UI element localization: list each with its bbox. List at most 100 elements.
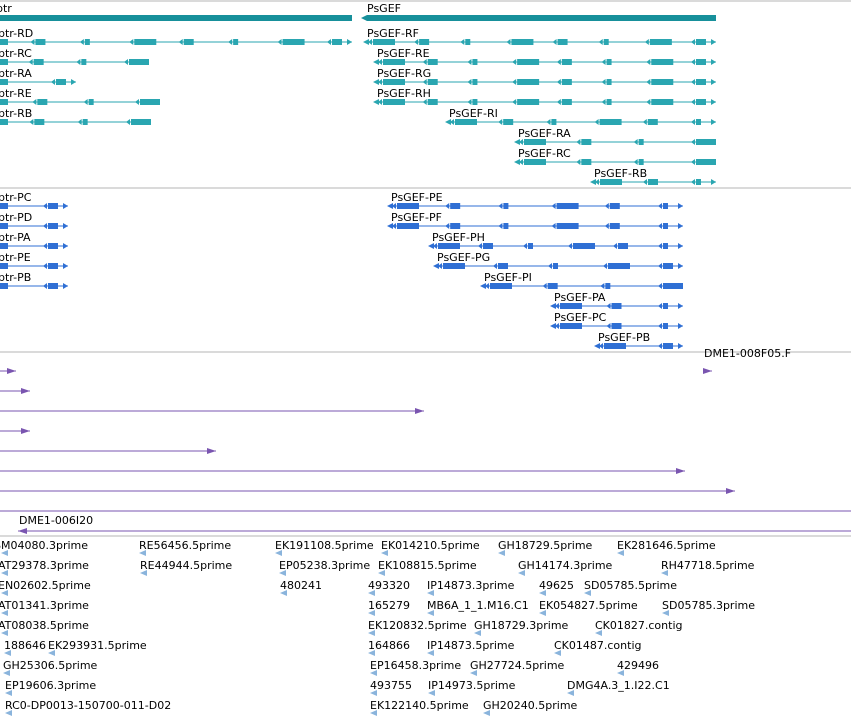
est-label[interactable]: 493320	[368, 579, 410, 592]
protein-exon	[503, 223, 509, 229]
transcript-label[interactable]: PsGEF-RE	[377, 47, 430, 60]
protein-chevron	[599, 343, 603, 349]
est-label[interactable]: 165279	[368, 599, 410, 612]
transcript-label[interactable]: ptr-RE	[0, 87, 32, 100]
clone-arrow	[21, 428, 30, 434]
est-label[interactable]: CK01487.contig	[554, 639, 641, 652]
transcript-label[interactable]: ptr-RD	[0, 27, 33, 40]
est-label[interactable]: GH20240.5prime	[483, 699, 578, 712]
est-label[interactable]: GH18729.5prime	[498, 539, 593, 552]
transcript-label[interactable]: PsGEF-RA	[518, 127, 571, 140]
protein-label[interactable]: ptr-PA	[0, 231, 31, 244]
est-label[interactable]: EK281646.5prime	[617, 539, 716, 552]
est-label[interactable]: SD05785.3prime	[662, 599, 755, 612]
protein-label[interactable]: PsGEF-PC	[554, 311, 607, 324]
clone-label[interactable]: DME1-008F05.F	[704, 347, 791, 360]
est-arrow	[1, 550, 8, 556]
est-label[interactable]: EK014210.5prime	[381, 539, 480, 552]
est-label[interactable]: EK108815.5prime	[378, 559, 477, 572]
transcript-exon	[183, 39, 194, 45]
protein-label[interactable]: PsGEF-PA	[554, 291, 606, 304]
est-label[interactable]: EN02602.5prime	[0, 579, 91, 592]
transcript-label[interactable]: PsGEF-RC	[518, 147, 571, 160]
est-arrow	[584, 590, 591, 596]
protein-label[interactable]: ptr-PE	[0, 251, 31, 264]
protein-exon	[547, 283, 558, 289]
protein-label[interactable]: ptr-PB	[0, 271, 31, 284]
transcript-label[interactable]: PsGEF-RG	[377, 67, 431, 80]
transcript-exon	[551, 119, 557, 125]
protein-start	[550, 303, 556, 309]
protein-chevron	[658, 323, 662, 329]
est-label[interactable]: DMG4A.3_1.I22.C1	[567, 679, 670, 692]
est-label[interactable]: 429496	[617, 659, 659, 672]
est-label[interactable]: CK01827.contig	[595, 619, 682, 632]
est-label[interactable]: 493755	[370, 679, 412, 692]
protein-label[interactable]: PsGEF-PE	[391, 191, 443, 204]
transcript-exon	[561, 79, 572, 85]
protein-chevron	[613, 243, 617, 249]
est-label[interactable]: GH18729.3prime	[474, 619, 569, 632]
est-label[interactable]: MB6A_1_1.M16.C1	[427, 599, 529, 612]
est-label[interactable]: RE44944.5prime	[140, 559, 232, 572]
protein-label[interactable]: PsGEF-PB	[598, 331, 650, 344]
est-label[interactable]: GH14174.3prime	[518, 559, 613, 572]
transcript-label[interactable]: PsGEF-RF	[367, 27, 419, 40]
est-label[interactable]: GH25306.5prime	[3, 659, 98, 672]
est-label[interactable]: RH47718.5prime	[661, 559, 755, 572]
protein-label[interactable]: PsGEF-PI	[484, 271, 532, 284]
est-label[interactable]: 164866	[368, 639, 410, 652]
gene-label[interactable]: ptr	[0, 2, 12, 15]
gene-bar[interactable]	[0, 15, 352, 21]
est-label[interactable]: AT29378.3prime	[0, 559, 89, 572]
est-label[interactable]: IP14873.5prime	[427, 639, 515, 652]
transcript-label[interactable]: PsGEF-RI	[449, 107, 498, 120]
transcript-chevron	[576, 139, 581, 145]
est-label[interactable]: EP19606.3prime	[5, 679, 96, 692]
est-label[interactable]: AT08038.5prime	[0, 619, 89, 632]
protein-exon	[490, 283, 512, 289]
est-label[interactable]: RE56456.5prime	[139, 539, 231, 552]
protein-label[interactable]: ptr-PD	[0, 211, 32, 224]
est-label[interactable]: IP14873.3prime	[427, 579, 515, 592]
gene-label[interactable]: PsGEF	[367, 2, 401, 15]
protein-label[interactable]: PsGEF-PG	[437, 251, 490, 264]
transcript-exon	[517, 59, 540, 65]
transcript-chevron	[691, 119, 695, 125]
gene-bar[interactable]	[367, 15, 716, 21]
protein-exon	[483, 243, 493, 249]
est-label[interactable]: EK120832.5prime	[368, 619, 467, 632]
est-label[interactable]: RC0-DP0013-150700-011-D02	[5, 699, 171, 712]
protein-exon	[605, 283, 611, 289]
est-label[interactable]: EK191108.5prime	[275, 539, 374, 552]
est-label[interactable]: 480241	[280, 579, 322, 592]
transcript-label[interactable]: ptr-RC	[0, 47, 32, 60]
est-label[interactable]: GH27724.5prime	[470, 659, 565, 672]
est-label[interactable]: EP05238.3prime	[279, 559, 370, 572]
protein-label[interactable]: PsGEF-PF	[391, 211, 442, 224]
est-label[interactable]: 188646	[4, 639, 46, 652]
est-label[interactable]: AT01341.3prime	[0, 599, 89, 612]
est-label[interactable]: SD05785.5prime	[584, 579, 677, 592]
est-label[interactable]: EK054827.5prime	[539, 599, 638, 612]
clone-label[interactable]: DME1-006I20	[19, 514, 93, 527]
transcript-label[interactable]: ptr-RA	[0, 67, 32, 80]
est-label[interactable]: IP14973.5prime	[428, 679, 516, 692]
transcript-label[interactable]: PsGEF-RB	[594, 167, 647, 180]
transcript-chevron	[378, 79, 382, 85]
est-label[interactable]: 49625	[539, 579, 574, 592]
est-label[interactable]: SM04080.3prime	[0, 539, 88, 552]
est-label[interactable]: EK122140.5prime	[370, 699, 469, 712]
est-label[interactable]: EP16458.3prime	[370, 659, 461, 672]
transcript-label[interactable]: ptr-RB	[0, 107, 32, 120]
est-label[interactable]: EK293931.5prime	[48, 639, 147, 652]
protein-label[interactable]: PsGEF-PH	[432, 231, 485, 244]
protein-exon	[663, 263, 673, 269]
est-arrow	[48, 650, 55, 656]
transcript-exon	[419, 39, 430, 45]
transcript-chevron	[576, 159, 581, 165]
transcript-label[interactable]: PsGEF-RH	[377, 87, 431, 100]
transcript-exon	[472, 79, 478, 85]
est-arrow	[275, 550, 282, 556]
protein-label[interactable]: ptr-PC	[0, 191, 32, 204]
